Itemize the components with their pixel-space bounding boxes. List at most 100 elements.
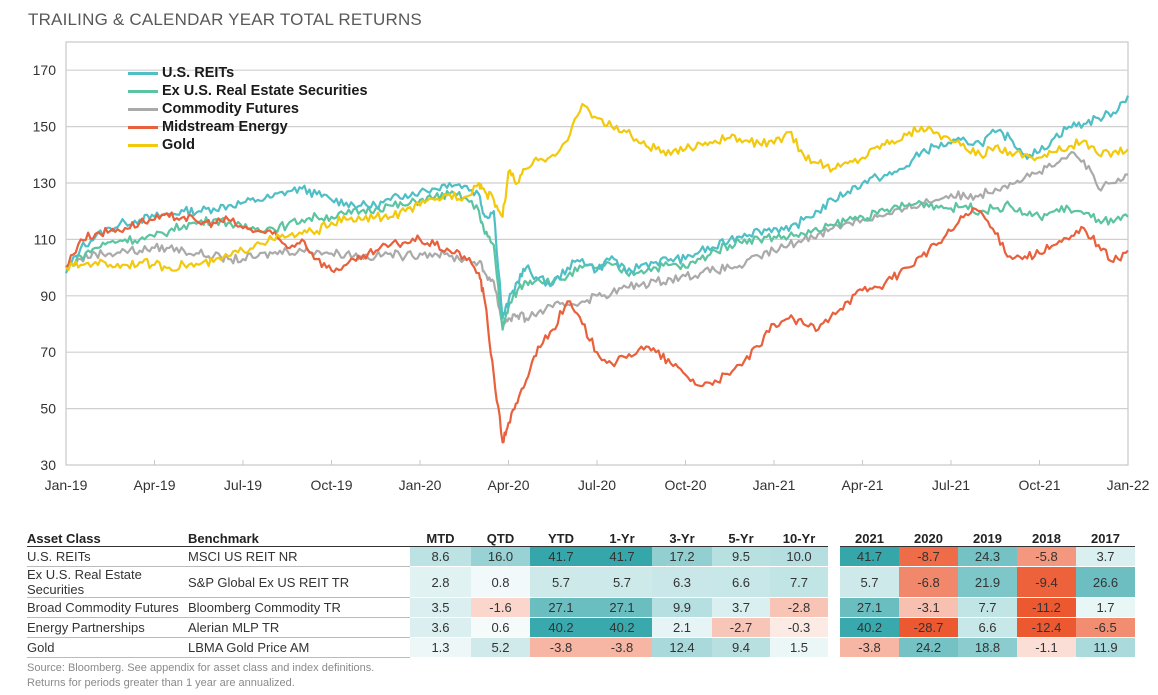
- return-cell: 24.3: [958, 546, 1017, 567]
- return-cell: 40.2: [530, 617, 592, 638]
- return-cell: -2.7: [712, 617, 770, 638]
- legend-label: Ex U.S. Real Estate Securities: [162, 83, 368, 99]
- legend-label: Commodity Futures: [162, 101, 299, 117]
- y-tick-label: 150: [33, 119, 57, 135]
- x-tick-label: Jan-21: [753, 477, 796, 493]
- table-row: U.S. REITs MSCI US REIT NR 8.6 16.0 41.7 41.7…: [27, 546, 1135, 567]
- y-tick-label: 110: [34, 231, 57, 247]
- return-cell: -3.8: [530, 637, 592, 658]
- table-gap: [828, 547, 840, 567]
- return-cell: 1.5: [770, 637, 828, 658]
- asset-class-cell: Broad Commodity Futures: [27, 597, 188, 618]
- return-cell: -2.8: [770, 597, 828, 618]
- benchmark-cell: MSCI US REIT NR: [188, 546, 410, 567]
- x-tick-label: Oct-20: [664, 477, 706, 493]
- return-cell: 9.5: [712, 546, 770, 567]
- table-header-row: Asset Class Benchmark MTD QTD YTD 1-Yr 3…: [27, 530, 1135, 547]
- x-tick-label: Oct-21: [1018, 477, 1060, 493]
- x-tick-label: Apr-20: [487, 477, 529, 493]
- legend-item: Ex U.S. Real Estate Securities: [128, 82, 368, 100]
- return-cell: 5.7: [592, 566, 652, 598]
- footnote-source: Source: Bloomberg. See appendix for asse…: [27, 662, 375, 674]
- benchmark-cell: LBMA Gold Price AM: [188, 637, 410, 658]
- return-cell: 2.8: [410, 566, 471, 598]
- return-cell: -12.4: [1017, 617, 1076, 638]
- table-gap: [828, 618, 840, 638]
- header-mtd: MTD: [410, 530, 471, 547]
- y-tick-label: 90: [40, 288, 56, 304]
- return-cell: -3.8: [592, 637, 652, 658]
- asset-class-cell: U.S. REITs: [27, 546, 188, 567]
- legend-swatch: [128, 89, 158, 93]
- return-cell: 24.2: [899, 637, 958, 658]
- x-tick-label: Jul-21: [932, 477, 970, 493]
- header-qtd: QTD: [471, 530, 530, 547]
- return-cell: -1.1: [1017, 637, 1076, 658]
- footnote: Source: Bloomberg. See appendix for asse…: [27, 661, 374, 691]
- return-cell: -11.2: [1017, 597, 1076, 618]
- table-gap: [828, 638, 840, 658]
- return-cell: 27.1: [530, 597, 592, 618]
- legend-label: U.S. REITs: [162, 65, 235, 81]
- header-3yr: 3-Yr: [652, 530, 712, 547]
- header-2021: 2021: [840, 530, 899, 547]
- return-cell: 11.9: [1076, 637, 1135, 658]
- legend-swatch: [128, 143, 158, 147]
- return-cell: 3.7: [712, 597, 770, 618]
- benchmark-cell: Bloomberg Commodity TR: [188, 597, 410, 618]
- legend-label: Midstream Energy: [162, 119, 288, 135]
- x-tick-label: Jan-22: [1107, 477, 1150, 493]
- return-cell: 1.7: [1076, 597, 1135, 618]
- return-cell: 41.7: [530, 546, 592, 567]
- return-cell: 6.3: [652, 566, 712, 598]
- benchmark-cell: Alerian MLP TR: [188, 617, 410, 638]
- header-2020: 2020: [899, 530, 958, 547]
- return-cell: 0.8: [471, 566, 530, 598]
- x-tick-label: Oct-19: [310, 477, 352, 493]
- x-tick-label: Apr-21: [841, 477, 883, 493]
- return-cell: 18.8: [958, 637, 1017, 658]
- y-tick-label: 50: [40, 401, 56, 417]
- benchmark-cell: S&P Global Ex US REIT TR: [188, 566, 410, 598]
- return-cell: 26.6: [1076, 566, 1135, 598]
- return-cell: 41.7: [840, 546, 899, 567]
- header-benchmark: Benchmark: [188, 530, 410, 547]
- x-tick-label: Jan-20: [399, 477, 442, 493]
- table-row: Energy Partnerships Alerian MLP TR 3.6 0.6 4…: [27, 617, 1135, 638]
- line-chart: 30 50 70 90 110 130 150 170 Jan-19 Apr-19 Jul-19 O…: [33, 41, 1150, 493]
- return-cell: 3.6: [410, 617, 471, 638]
- asset-class-cell: Energy Partnerships: [27, 617, 188, 638]
- header-5yr: 5-Yr: [712, 530, 770, 547]
- return-cell: 0.6: [471, 617, 530, 638]
- series-line-midstream-energy: [65, 207, 1129, 444]
- return-cell: 6.6: [958, 617, 1017, 638]
- return-cell: 16.0: [471, 546, 530, 567]
- legend-swatch: [128, 107, 158, 111]
- header-2019: 2019: [958, 530, 1017, 547]
- asset-class-cell: Ex U.S. Real Estate Securities: [27, 566, 188, 598]
- return-cell: 3.7: [1076, 546, 1135, 567]
- header-gap: [828, 530, 840, 547]
- return-cell: -0.3: [770, 617, 828, 638]
- return-cell: -5.8: [1017, 546, 1076, 567]
- return-cell: 5.2: [471, 637, 530, 658]
- y-tick-label: 70: [40, 344, 56, 360]
- table-row: Gold LBMA Gold Price AM 1.3 5.2 -3.8 -3.8 12.4…: [27, 637, 1135, 658]
- legend-swatch: [128, 125, 158, 129]
- series-line-u-s-reits: [64, 95, 1130, 320]
- legend-item: U.S. REITs: [128, 64, 368, 82]
- legend-label: Gold: [162, 137, 196, 153]
- return-cell: 40.2: [592, 617, 652, 638]
- table-row: Broad Commodity Futures Bloomberg Commodi…: [27, 597, 1135, 618]
- return-cell: 9.9: [652, 597, 712, 618]
- return-cell: 17.2: [652, 546, 712, 567]
- return-cell: 40.2: [840, 617, 899, 638]
- y-tick-label: 170: [33, 62, 57, 78]
- legend-item: Midstream Energy: [128, 118, 368, 136]
- header-1yr: 1-Yr: [592, 530, 652, 547]
- return-cell: 2.1: [652, 617, 712, 638]
- x-tick-label: Jul-19: [224, 477, 262, 493]
- return-cell: -3.1: [899, 597, 958, 618]
- legend-item: Gold: [128, 136, 368, 154]
